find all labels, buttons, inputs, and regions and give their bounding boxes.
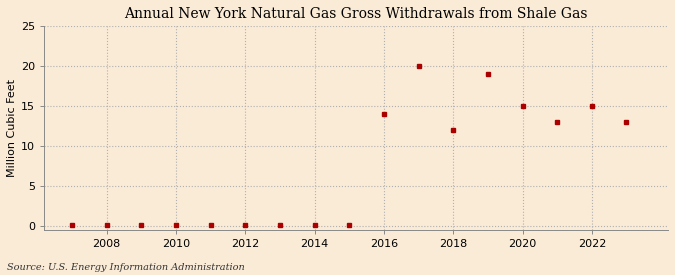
Text: Source: U.S. Energy Information Administration: Source: U.S. Energy Information Administ… xyxy=(7,263,244,272)
Y-axis label: Million Cubic Feet: Million Cubic Feet xyxy=(7,79,17,177)
Title: Annual New York Natural Gas Gross Withdrawals from Shale Gas: Annual New York Natural Gas Gross Withdr… xyxy=(124,7,588,21)
